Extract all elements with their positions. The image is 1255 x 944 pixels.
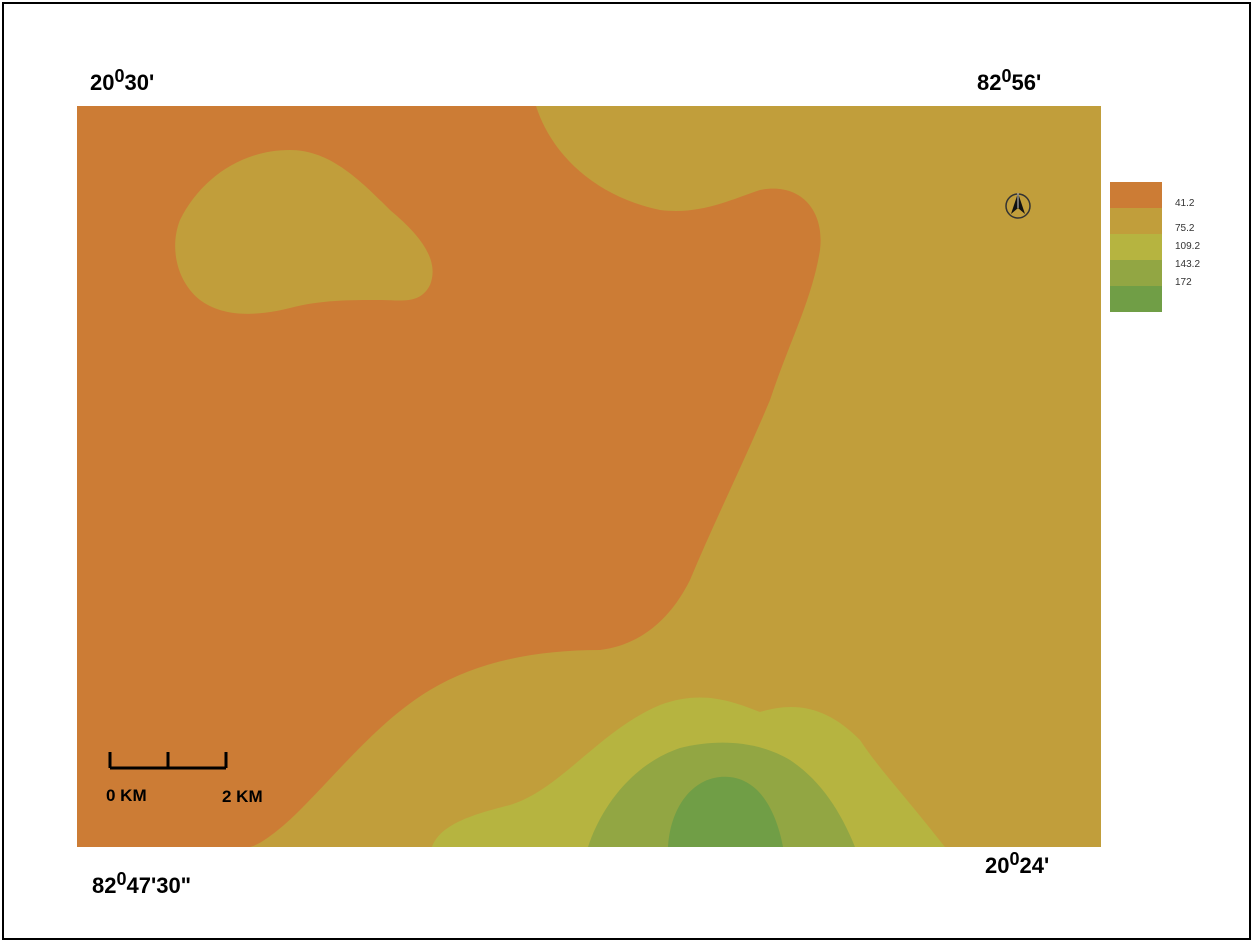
legend-label-1: 75.2 (1175, 223, 1195, 234)
legend-label-0: 41.2 (1175, 198, 1195, 209)
zone-75-2-island (175, 150, 433, 314)
scale-label-start: 0 KM (106, 786, 147, 805)
legend-swatch-3 (1110, 260, 1162, 286)
legend-swatch-0 (1110, 182, 1162, 208)
coord-bottom-left: 82047'30" (92, 869, 192, 898)
legend-label-4: 172 (1175, 277, 1192, 288)
legend-swatch-2 (1110, 234, 1162, 260)
legend-swatch-4 (1110, 286, 1162, 312)
legend-swatch-1 (1110, 208, 1162, 234)
coord-top-left: 20030' (90, 66, 155, 95)
coord-bottom-right: 20024' (985, 849, 1050, 878)
legend-label-3: 143.2 (1175, 259, 1201, 270)
north-arrow-icon (1005, 193, 1031, 219)
zone-172 (668, 776, 783, 847)
scale-bar (108, 752, 228, 770)
legend-label-2: 109.2 (1175, 241, 1201, 252)
scale-label-end: 2 KM (222, 787, 263, 806)
coord-top-right: 82056' (977, 66, 1042, 95)
